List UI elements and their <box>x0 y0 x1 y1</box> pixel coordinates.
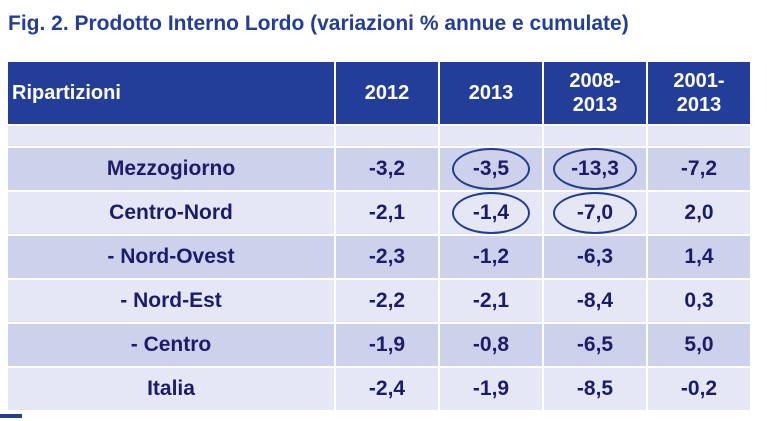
spacer-row <box>8 126 750 146</box>
row-label: - Centro <box>8 324 334 366</box>
cell-value: -2,1 <box>472 289 510 312</box>
cell-value: -13,3 <box>571 157 619 180</box>
cell-value: 5,0 <box>684 333 714 356</box>
table-cell: -1,4 <box>440 192 542 234</box>
cell-value: -1,4 <box>472 201 510 224</box>
table-row: - Nord-Ovest -2,3 -1,2 -6,3 1,4 <box>8 236 750 278</box>
header-2001-2013: 2001- 2013 <box>648 62 750 124</box>
table-cell: 0,3 <box>648 280 750 322</box>
table-row: - Centro -1,9 -0,8 -6,5 5,0 <box>8 324 750 366</box>
row-label: Mezzogiorno <box>8 148 334 190</box>
table-cell: -2,1 <box>336 192 438 234</box>
cell-value: -6,3 <box>576 245 614 268</box>
table-cell: -3,5 <box>440 148 542 190</box>
table-cell: -0,8 <box>440 324 542 366</box>
table-cell: -13,3 <box>544 148 646 190</box>
cell-value: -1,2 <box>472 245 510 268</box>
cell-value: -2,4 <box>368 377 406 400</box>
header-2013: 2013 <box>440 62 542 124</box>
cell-value: -1,9 <box>368 333 406 356</box>
cell-value: -3,5 <box>472 157 510 180</box>
row-label: Italia <box>8 368 334 410</box>
figure-title: Fig. 2. Prodotto Interno Lordo (variazio… <box>8 12 629 35</box>
row-label: Centro-Nord <box>8 192 334 234</box>
cell-value: -6,5 <box>576 333 614 356</box>
table-cell: -7,2 <box>648 148 750 190</box>
table-cell: -0,2 <box>648 368 750 410</box>
table-cell: 1,4 <box>648 236 750 278</box>
table-cell: 5,0 <box>648 324 750 366</box>
table-cell: -1,9 <box>336 324 438 366</box>
cell-value: 1,4 <box>684 245 714 268</box>
table-cell: 2,0 <box>648 192 750 234</box>
table-cell: -6,3 <box>544 236 646 278</box>
cell-value: -7,0 <box>576 201 614 224</box>
table-row: Italia -2,4 -1,9 -8,5 -0,2 <box>8 368 750 410</box>
header-2012: 2012 <box>336 62 438 124</box>
table-row: Centro-Nord -2,1 -1,4 -7,0 2,0 <box>8 192 750 234</box>
cell-value: -0,2 <box>680 377 718 400</box>
table-cell: -1,2 <box>440 236 542 278</box>
cell-value: -0,8 <box>472 333 510 356</box>
table-cell: -8,4 <box>544 280 646 322</box>
cell-value: -7,2 <box>680 157 718 180</box>
header-2008-2013: 2008- 2013 <box>544 62 646 124</box>
cell-value: -2,1 <box>368 201 406 224</box>
cell-value: -1,9 <box>472 377 510 400</box>
table-row: Mezzogiorno -3,2 -3,5 -13,3 -7,2 <box>8 148 750 190</box>
table-cell: -2,4 <box>336 368 438 410</box>
row-label: - Nord-Ovest <box>8 236 334 278</box>
table-cell: -7,0 <box>544 192 646 234</box>
table-row: - Nord-Est -2,2 -2,1 -8,4 0,3 <box>8 280 750 322</box>
table-cell: -2,1 <box>440 280 542 322</box>
table-cell: -8,5 <box>544 368 646 410</box>
table-cell: -6,5 <box>544 324 646 366</box>
cell-value: 2,0 <box>684 201 714 224</box>
cell-value: -8,4 <box>576 289 614 312</box>
cell-value: 0,3 <box>684 289 714 312</box>
table-cell: -2,2 <box>336 280 438 322</box>
gdp-table: Ripartizioni 2012 2013 2008- 2013 2001- … <box>6 60 752 412</box>
header-ripartizioni: Ripartizioni <box>8 62 334 124</box>
cell-value: -3,2 <box>368 157 406 180</box>
corner-mark <box>0 414 22 418</box>
cell-value: -8,5 <box>576 377 614 400</box>
table-cell: -1,9 <box>440 368 542 410</box>
table-cell: -2,3 <box>336 236 438 278</box>
row-label: - Nord-Est <box>8 280 334 322</box>
cell-value: -2,2 <box>368 289 406 312</box>
cell-value: -2,3 <box>368 245 406 268</box>
table-cell: -3,2 <box>336 148 438 190</box>
header-row: Ripartizioni 2012 2013 2008- 2013 2001- … <box>8 62 750 124</box>
